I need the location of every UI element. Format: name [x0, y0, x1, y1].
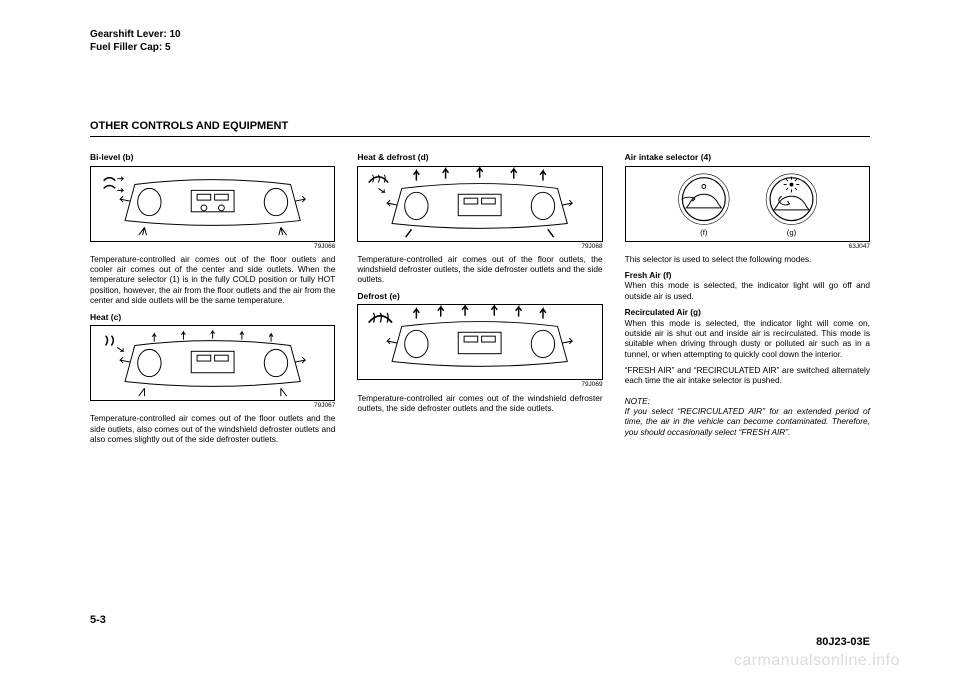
- fresh-block: Fresh Air (f) When this mode is selected…: [625, 270, 870, 301]
- bilevel-heading: Bi-level (b): [90, 152, 335, 163]
- top-header: Gearshift Lever: 10 Fuel Filler Cap: 5: [90, 28, 181, 54]
- heat-heading: Heat (c): [90, 312, 335, 323]
- airintake-figure: (f) (g): [625, 166, 870, 242]
- label-g: (g): [786, 228, 796, 237]
- dashboard-heat-svg: [91, 326, 334, 400]
- dashboard-defrost-svg: [358, 305, 601, 379]
- dashboard-bilevel-svg: [91, 167, 334, 241]
- note-text: If you select “RECIRCULATED AIR” for an …: [625, 406, 870, 437]
- heat-fignum: 79J067: [90, 402, 335, 410]
- heatdefrost-figure: [357, 166, 602, 242]
- heatdefrost-text: Temperature-controlled air comes out of …: [357, 254, 602, 285]
- heatdefrost-heading: Heat & defrost (d): [357, 152, 602, 163]
- column-2: Heat & defrost (d): [357, 146, 602, 450]
- fresh-text: When this mode is selected, the indicato…: [625, 280, 870, 300]
- airintake-heading: Air intake selector (4): [625, 152, 870, 163]
- recirc-text: When this mode is selected, the indicato…: [625, 318, 870, 359]
- column-1: Bi-level (b): [90, 146, 335, 450]
- recirc-block: Recirculated Air (g) When this mode is s…: [625, 307, 870, 359]
- bilevel-fignum: 79J066: [90, 243, 335, 251]
- heatdefrost-fignum: 79J068: [357, 243, 602, 251]
- columns: Bi-level (b): [90, 146, 870, 450]
- column-3: Air intake selector (4) (f): [625, 146, 870, 450]
- switch-text: “FRESH AIR” and “RECIRCULATED AIR” are s…: [625, 365, 870, 386]
- recirc-heading: Recirculated Air (g): [625, 307, 701, 317]
- header-line1: Gearshift Lever: 10: [90, 28, 181, 41]
- doc-number: 80J23-03E: [816, 636, 870, 648]
- dashboard-heatdefrost-svg: [358, 167, 601, 241]
- bilevel-figure: [90, 166, 335, 242]
- defrost-text: Temperature-controlled air comes out of …: [357, 393, 602, 414]
- divider: [90, 136, 870, 137]
- note-label: NOTE:: [625, 396, 650, 406]
- defrost-heading: Defrost (e): [357, 291, 602, 302]
- heat-text: Temperature-controlled air comes out of …: [90, 413, 335, 444]
- bilevel-text: Temperature-controlled air comes out of …: [90, 254, 335, 306]
- label-f: (f): [700, 228, 708, 237]
- airintake-fignum: 63J047: [625, 243, 870, 251]
- heat-figure: [90, 325, 335, 401]
- section-title: OTHER CONTROLS AND EQUIPMENT: [90, 120, 288, 132]
- page: Gearshift Lever: 10 Fuel Filler Cap: 5 O…: [0, 0, 960, 678]
- defrost-fignum: 79J069: [357, 381, 602, 389]
- airintake-svg: (f) (g): [626, 167, 869, 241]
- watermark: carmanualsonline.info: [734, 652, 900, 670]
- defrost-figure: [357, 304, 602, 380]
- airintake-text: This selector is used to select the foll…: [625, 254, 870, 264]
- header-line2: Fuel Filler Cap: 5: [90, 41, 181, 54]
- note-block: NOTE: If you select “RECIRCULATED AIR” f…: [625, 396, 870, 437]
- fresh-heading: Fresh Air (f): [625, 270, 672, 280]
- page-number: 5-3: [90, 614, 106, 626]
